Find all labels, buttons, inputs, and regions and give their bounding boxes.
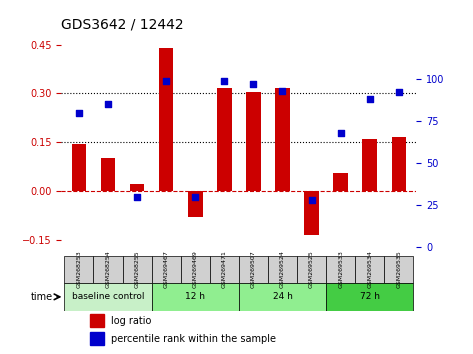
Text: GSM269533: GSM269533 xyxy=(338,251,343,289)
Point xyxy=(250,81,257,87)
Text: GSM269525: GSM269525 xyxy=(309,251,314,289)
Bar xyxy=(130,184,144,191)
FancyBboxPatch shape xyxy=(326,256,355,283)
FancyBboxPatch shape xyxy=(239,283,326,310)
Bar xyxy=(304,191,319,235)
FancyBboxPatch shape xyxy=(210,256,239,283)
Point xyxy=(192,194,199,200)
Point xyxy=(308,198,315,203)
Point xyxy=(133,194,141,200)
FancyBboxPatch shape xyxy=(384,256,413,283)
FancyBboxPatch shape xyxy=(268,256,297,283)
FancyBboxPatch shape xyxy=(123,256,152,283)
Text: 24 h: 24 h xyxy=(272,292,292,301)
FancyBboxPatch shape xyxy=(64,256,94,283)
Text: GSM269507: GSM269507 xyxy=(251,251,256,289)
Bar xyxy=(101,158,115,191)
FancyBboxPatch shape xyxy=(64,283,152,310)
Text: GSM269467: GSM269467 xyxy=(164,251,169,289)
Text: GSM268254: GSM268254 xyxy=(105,251,111,289)
Bar xyxy=(362,139,377,191)
Bar xyxy=(246,92,261,191)
Bar xyxy=(392,137,406,191)
Text: baseline control: baseline control xyxy=(72,292,144,301)
FancyBboxPatch shape xyxy=(297,256,326,283)
Bar xyxy=(217,88,232,191)
Point xyxy=(279,88,286,93)
Bar xyxy=(188,191,202,217)
Bar xyxy=(72,144,86,191)
FancyBboxPatch shape xyxy=(152,283,239,310)
Point xyxy=(366,96,374,102)
FancyBboxPatch shape xyxy=(355,256,384,283)
Text: log ratio: log ratio xyxy=(111,316,151,326)
Point xyxy=(337,130,344,136)
Text: GDS3642 / 12442: GDS3642 / 12442 xyxy=(61,18,184,32)
Text: GSM269469: GSM269469 xyxy=(193,251,198,289)
Text: GSM269524: GSM269524 xyxy=(280,251,285,289)
FancyBboxPatch shape xyxy=(94,256,123,283)
FancyBboxPatch shape xyxy=(152,256,181,283)
FancyBboxPatch shape xyxy=(239,256,268,283)
Text: percentile rank within the sample: percentile rank within the sample xyxy=(111,334,276,344)
Text: GSM268253: GSM268253 xyxy=(77,251,81,289)
Point xyxy=(162,78,170,84)
Bar xyxy=(159,48,174,191)
Text: GSM269534: GSM269534 xyxy=(367,251,372,289)
Bar xyxy=(333,173,348,191)
Text: 72 h: 72 h xyxy=(359,292,380,301)
Bar xyxy=(90,332,104,345)
Bar xyxy=(275,88,290,191)
FancyBboxPatch shape xyxy=(181,256,210,283)
Text: GSM269471: GSM269471 xyxy=(222,251,227,289)
Bar xyxy=(90,314,104,327)
FancyBboxPatch shape xyxy=(326,283,413,310)
Text: GSM268255: GSM268255 xyxy=(135,251,140,289)
Point xyxy=(104,101,112,107)
Point xyxy=(75,110,83,115)
Text: GSM269535: GSM269535 xyxy=(396,251,401,289)
Point xyxy=(220,78,228,84)
Text: time: time xyxy=(31,292,53,302)
Point xyxy=(395,90,403,95)
Text: 12 h: 12 h xyxy=(185,292,205,301)
